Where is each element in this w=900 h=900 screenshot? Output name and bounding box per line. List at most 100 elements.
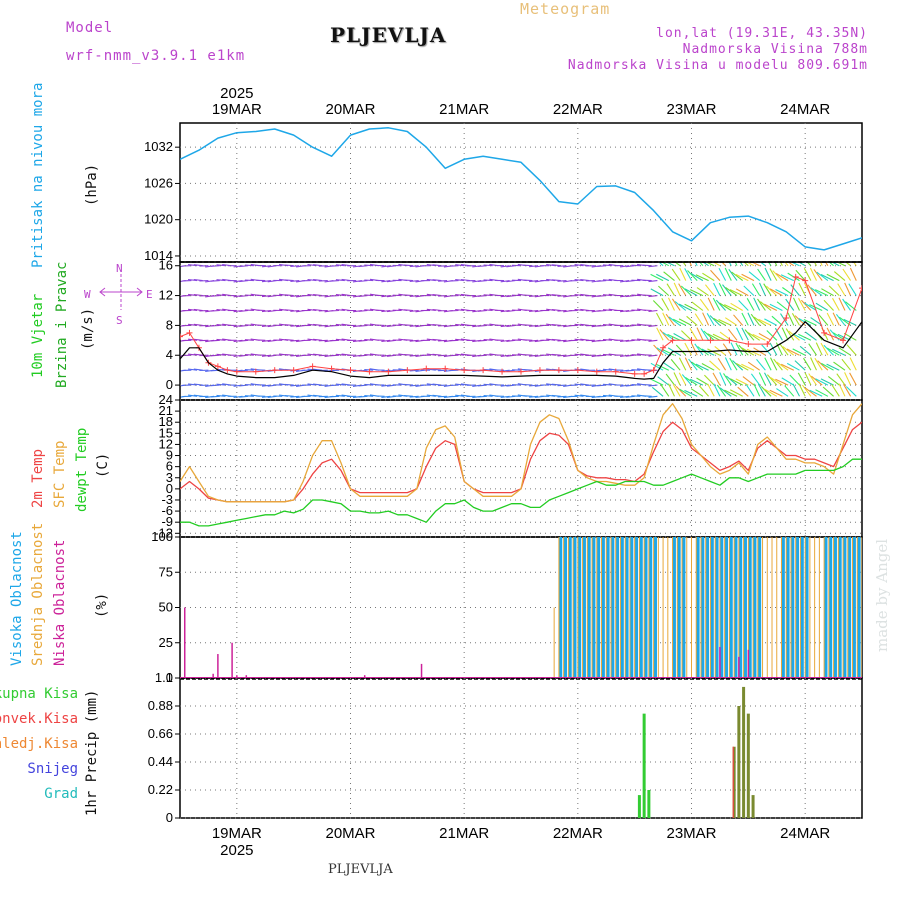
wind-arrow bbox=[695, 363, 709, 371]
wind-arrow bbox=[761, 344, 772, 356]
wind-arrow bbox=[757, 268, 766, 281]
wind-arrow bbox=[690, 272, 704, 282]
wind-arrow bbox=[381, 309, 391, 313]
wind-arrow bbox=[673, 372, 681, 386]
wind-arrow bbox=[764, 267, 772, 281]
y-tick-label-wind: 8 bbox=[166, 317, 173, 332]
wind-arrow bbox=[602, 309, 612, 312]
wind-arrow bbox=[403, 309, 414, 312]
wind-gust-marker bbox=[309, 363, 316, 370]
high-cloud-bar bbox=[748, 537, 752, 678]
wind-arrow bbox=[483, 353, 493, 356]
wind-arrow bbox=[718, 268, 727, 281]
wind-arrow bbox=[833, 361, 846, 371]
wind-arrow bbox=[811, 375, 823, 386]
wind-arrow bbox=[729, 357, 738, 371]
wind-arrow bbox=[694, 313, 704, 326]
wind-arrow bbox=[529, 265, 539, 268]
wind-arrow bbox=[707, 348, 721, 356]
wind-arrow bbox=[713, 317, 726, 326]
wind-arrow bbox=[335, 338, 345, 341]
wind-arrow bbox=[799, 345, 812, 356]
wind-arrow bbox=[449, 339, 459, 342]
high-cloud-bar bbox=[729, 537, 733, 678]
wind-arrow bbox=[821, 288, 834, 297]
wind-arrow bbox=[239, 324, 249, 327]
wind-arrow bbox=[432, 353, 442, 356]
wind-arrow bbox=[574, 293, 584, 297]
wind-arrow bbox=[432, 368, 442, 371]
wind-arrow bbox=[729, 389, 743, 397]
wind-arrow bbox=[788, 330, 800, 341]
wind-arrow bbox=[330, 354, 340, 357]
wind-arrow bbox=[244, 354, 254, 356]
wind-arrow bbox=[523, 339, 533, 341]
wind-arrow bbox=[335, 394, 345, 397]
wind-arrow bbox=[403, 324, 414, 326]
high-cloud-bar bbox=[558, 537, 563, 678]
wind-arrow bbox=[804, 302, 817, 311]
high-cloud-bar bbox=[710, 537, 714, 678]
wind-arrow bbox=[753, 316, 766, 326]
wind-arrow bbox=[671, 298, 681, 311]
wind-arrow bbox=[239, 354, 249, 357]
wind-arrow bbox=[674, 262, 681, 267]
wind-arrow bbox=[742, 376, 755, 386]
wind-arrow bbox=[746, 348, 760, 356]
wind-arrow bbox=[364, 264, 374, 267]
wind-arrow bbox=[409, 295, 419, 297]
wind-arrow bbox=[551, 309, 561, 312]
wind-arrow bbox=[216, 368, 226, 371]
wind-gust-marker bbox=[442, 365, 449, 372]
wind-arrow bbox=[284, 383, 294, 386]
wind-arrow bbox=[713, 383, 721, 397]
wind-arrow bbox=[500, 395, 510, 398]
y-tick-label-precipitation: 0.44 bbox=[148, 754, 173, 769]
high-cloud-bar bbox=[634, 537, 639, 678]
wind-arrow bbox=[832, 312, 840, 326]
wind-arrow bbox=[597, 354, 607, 357]
wind-arrow bbox=[455, 264, 465, 267]
high-cloud-bar bbox=[577, 537, 582, 678]
wind-arrow bbox=[745, 384, 755, 397]
wind-gust-marker bbox=[650, 367, 657, 374]
wind-arrow bbox=[690, 388, 704, 397]
wind-arrow bbox=[483, 339, 493, 341]
wind-arrow bbox=[523, 369, 533, 371]
wind-arrow bbox=[239, 384, 249, 387]
wind-arrow bbox=[477, 280, 487, 282]
day-label-bottom: 19MAR bbox=[212, 825, 262, 842]
wind-arrow bbox=[780, 274, 795, 282]
wind-arrow bbox=[808, 373, 817, 386]
wind-gust-marker bbox=[271, 367, 278, 374]
wind-arrow bbox=[290, 395, 300, 398]
wind-arrow bbox=[689, 289, 704, 297]
high-cloud-bar bbox=[705, 537, 710, 678]
wind-arrow bbox=[529, 354, 539, 357]
high-cloud-bar bbox=[700, 537, 705, 678]
wind-arrow bbox=[703, 330, 715, 341]
legend-total-rain: Ukupna Kisa bbox=[0, 686, 78, 702]
wind-arrow bbox=[290, 280, 300, 282]
wind-arrow bbox=[358, 395, 368, 398]
wind-arrow bbox=[656, 347, 670, 356]
compass-north: N bbox=[116, 262, 123, 275]
wind-arrow bbox=[625, 309, 635, 313]
wind-arrow bbox=[483, 279, 493, 282]
wind-arrow bbox=[719, 372, 727, 386]
wind-arrow bbox=[731, 271, 744, 282]
wind-arrow bbox=[764, 303, 778, 311]
y-tick-label-temperature: 18 bbox=[159, 414, 173, 429]
wind-arrow bbox=[806, 262, 812, 267]
wind-arrow bbox=[722, 284, 732, 296]
wind-arrow bbox=[821, 362, 834, 371]
wind-arrow bbox=[483, 368, 493, 371]
wind-gust-marker bbox=[707, 337, 714, 344]
high-cloud-bar bbox=[629, 537, 634, 678]
wind-arrow bbox=[698, 385, 710, 397]
wind-arrow bbox=[786, 348, 800, 356]
wind-arrow bbox=[723, 373, 732, 386]
wind-arrow bbox=[667, 333, 681, 341]
wind-arrow bbox=[685, 377, 698, 386]
wind-arrow bbox=[244, 324, 254, 326]
